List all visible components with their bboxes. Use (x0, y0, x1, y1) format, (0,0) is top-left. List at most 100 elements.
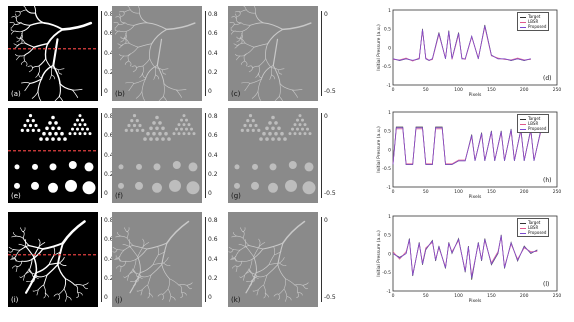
vessel-branch (114, 258, 120, 260)
vessel-branch (243, 274, 245, 281)
legend-swatch (520, 16, 526, 18)
colorbar-tick: 0 (324, 217, 328, 224)
dot (280, 131, 284, 136)
vessel-branch (234, 30, 243, 33)
colorbar-tick: 0.6 (208, 132, 218, 140)
vessel-branch (253, 256, 257, 274)
vessel-branch (282, 220, 306, 244)
vessel-branch (231, 235, 237, 238)
vessel-branch (278, 294, 280, 300)
vessel-branch (132, 67, 137, 73)
vessel-branch (257, 91, 262, 101)
vessel-branch (58, 82, 61, 98)
dot (251, 119, 255, 123)
vessel-branch (240, 60, 245, 65)
vessel-branch (229, 22, 235, 25)
dot (45, 137, 49, 141)
x-axis-label: Pixels (469, 194, 482, 200)
vessel-branch (152, 254, 159, 265)
dot (303, 123, 307, 127)
panel-label: (e) (11, 192, 21, 200)
x-tick-label: 100 (454, 189, 463, 195)
vessel-branch (71, 89, 79, 98)
vessel-branch (125, 259, 137, 262)
legend-label: Target (528, 14, 541, 19)
legend-entry: Target (520, 14, 546, 19)
dot (167, 137, 171, 141)
vessel-branch (31, 91, 39, 99)
y-tick-label: -0.5 (382, 64, 391, 70)
legend-entry: LBSR (520, 225, 546, 230)
dot (304, 162, 314, 172)
vessel-branch (162, 83, 165, 97)
y-tick-label: 1 (388, 8, 391, 14)
dot (48, 131, 52, 136)
vessel-branch (14, 11, 21, 13)
dot (130, 119, 134, 123)
vessel-branch (38, 58, 47, 67)
dot (57, 126, 61, 131)
dot (248, 123, 253, 128)
vessel-branch (228, 246, 234, 250)
panel-label: (j) (115, 296, 123, 304)
vessel-branch (236, 235, 244, 239)
vessel-branch (119, 54, 125, 57)
vessel-branch (244, 83, 251, 91)
dot (71, 127, 74, 131)
vessel-branch (248, 67, 253, 73)
vessel-branch (231, 30, 236, 35)
panel-label: (f) (115, 192, 123, 200)
vessel-branch (263, 285, 266, 294)
vessel-branch (115, 255, 120, 260)
dot (254, 123, 258, 128)
vessel-branch (273, 293, 279, 297)
dot (152, 131, 156, 136)
vessel-branch (59, 257, 65, 264)
dot (132, 114, 137, 118)
vessel-branch (163, 83, 177, 91)
vessel-branch (186, 282, 193, 286)
vessel-branch (258, 65, 260, 74)
dot (180, 127, 183, 131)
vessel-branch (246, 247, 255, 258)
vessel-branch (242, 237, 250, 246)
vessel-branch (235, 258, 243, 262)
legend-entry: LBSR (520, 19, 546, 24)
dot (135, 119, 139, 123)
vessel-branch (255, 73, 259, 78)
colorbar-tick: 0 (324, 11, 328, 18)
dot (252, 163, 258, 170)
dot (182, 123, 186, 127)
legend-entry: Proposed (520, 230, 546, 235)
dot (185, 118, 188, 122)
vessel-branch (149, 58, 156, 68)
vessel-branch (149, 43, 153, 59)
vessel-branch (268, 262, 280, 265)
vessel-branch (139, 264, 154, 274)
vessel-branch (234, 44, 239, 49)
vessel-branch (52, 38, 59, 67)
vessel-branch (133, 22, 149, 26)
vessel-branch (118, 11, 125, 13)
dot (68, 132, 72, 136)
vessel-branch (33, 43, 49, 48)
vessel-branch (246, 46, 255, 55)
colorbar-tick: 0 (324, 113, 328, 120)
vessel-branch (239, 274, 245, 278)
y-tick-label: 1 (388, 110, 391, 116)
dot (298, 114, 302, 118)
vessel-branch (24, 271, 38, 294)
vessel-branch (35, 263, 50, 274)
vessel-branch (251, 91, 259, 99)
panel-label: (i) (11, 296, 19, 304)
vessel-branch (140, 274, 152, 278)
vessel-branch (15, 13, 17, 19)
vessel-branch (24, 239, 28, 248)
vessel-branch (136, 289, 143, 292)
vessel-branch (256, 289, 259, 296)
vessel-branch (16, 55, 21, 61)
vessel-branch (20, 22, 31, 26)
vessel-branch (123, 9, 131, 13)
y-tick-label: -1 (387, 289, 392, 295)
dot (158, 121, 162, 125)
